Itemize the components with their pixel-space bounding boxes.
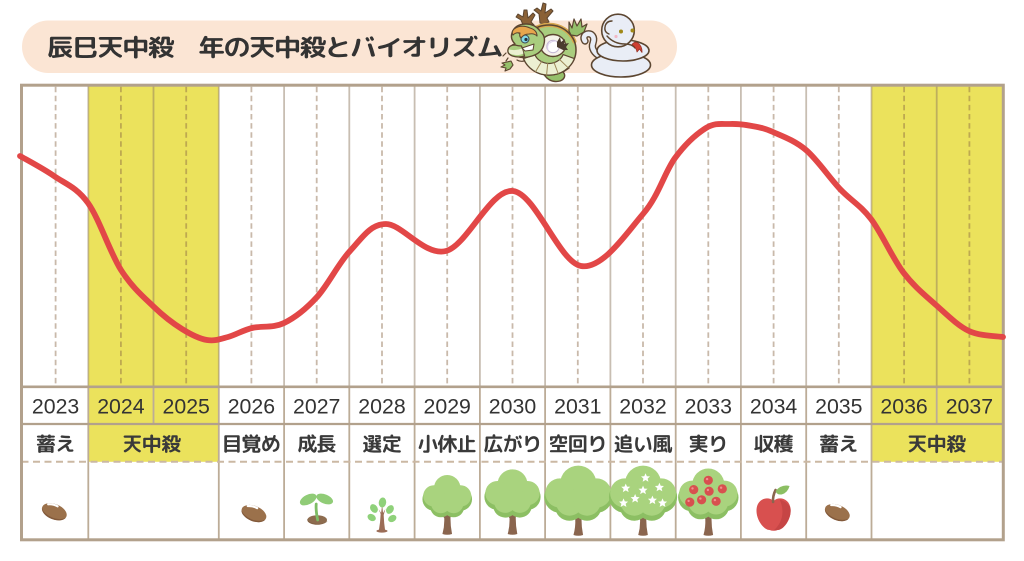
- svg-text:2037: 2037: [946, 395, 993, 419]
- svg-text:2031: 2031: [554, 395, 601, 419]
- svg-text:2027: 2027: [293, 395, 340, 419]
- svg-text:2024: 2024: [97, 395, 145, 419]
- svg-text:2026: 2026: [228, 395, 275, 419]
- svg-text:2028: 2028: [358, 395, 405, 419]
- svg-text:2034: 2034: [750, 395, 798, 419]
- svg-text:2023: 2023: [32, 395, 79, 419]
- svg-text:2036: 2036: [880, 395, 927, 419]
- svg-text:2030: 2030: [489, 395, 537, 419]
- svg-text:2029: 2029: [424, 395, 471, 419]
- svg-text:2033: 2033: [685, 395, 732, 419]
- svg-text:2035: 2035: [815, 395, 862, 419]
- svg-text:2025: 2025: [163, 395, 210, 419]
- svg-text:2032: 2032: [619, 395, 666, 419]
